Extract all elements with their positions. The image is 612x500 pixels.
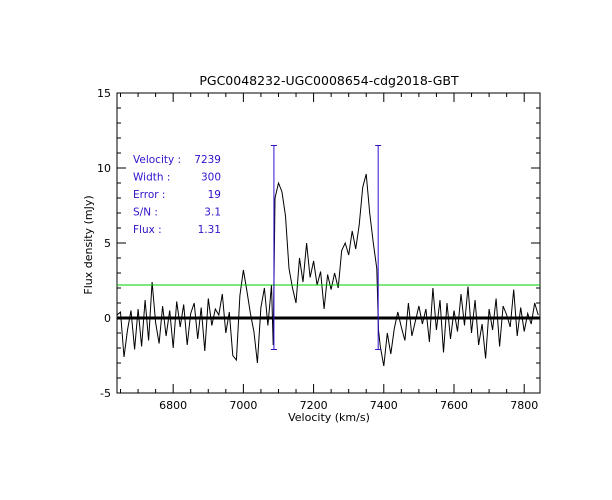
annotation-value: 1.31 <box>198 224 221 236</box>
y-tick-label: 0 <box>104 312 111 325</box>
chart-title: PGC0048232-UGC0008654-cdg2018-GBT <box>199 73 459 88</box>
annotation-label: Velocity : <box>133 154 181 166</box>
x-tick-label: 7000 <box>229 399 257 412</box>
annotation-box: Velocity : 7239 Width : 300 Error : 19 S/N : 3.… <box>133 154 221 236</box>
plot-area: 6800 7000 7200 7400 7600 7800 -5 0 5 10 15 <box>97 87 541 412</box>
spectrum-line <box>116 173 539 367</box>
y-axis-label: Flux density (mJy) <box>82 195 95 294</box>
annotation-label: S/N : <box>133 207 158 219</box>
x-tick-label: 7400 <box>370 399 398 412</box>
x-tick-label: 7200 <box>300 399 328 412</box>
y-tick-label: 15 <box>97 87 111 100</box>
annotation-value: 3.1 <box>204 207 221 219</box>
annotation-label: Flux : <box>133 224 162 236</box>
y-tick-label: 5 <box>104 237 111 250</box>
annotation-label: Error : <box>133 189 165 201</box>
annotation-label: Width : <box>133 172 170 184</box>
x-tick-label: 7600 <box>440 399 468 412</box>
annotation-value: 19 <box>208 189 221 201</box>
y-tick-label: -5 <box>100 387 111 400</box>
y-tick-label: 10 <box>97 162 111 175</box>
annotation-value: 7239 <box>194 154 221 166</box>
x-axis-label: Velocity (km/s) <box>288 411 370 424</box>
annotation-value: 300 <box>201 172 221 184</box>
x-tick-label: 6800 <box>159 399 187 412</box>
x-tick-label: 7800 <box>510 399 538 412</box>
plot-frame <box>116 92 541 394</box>
